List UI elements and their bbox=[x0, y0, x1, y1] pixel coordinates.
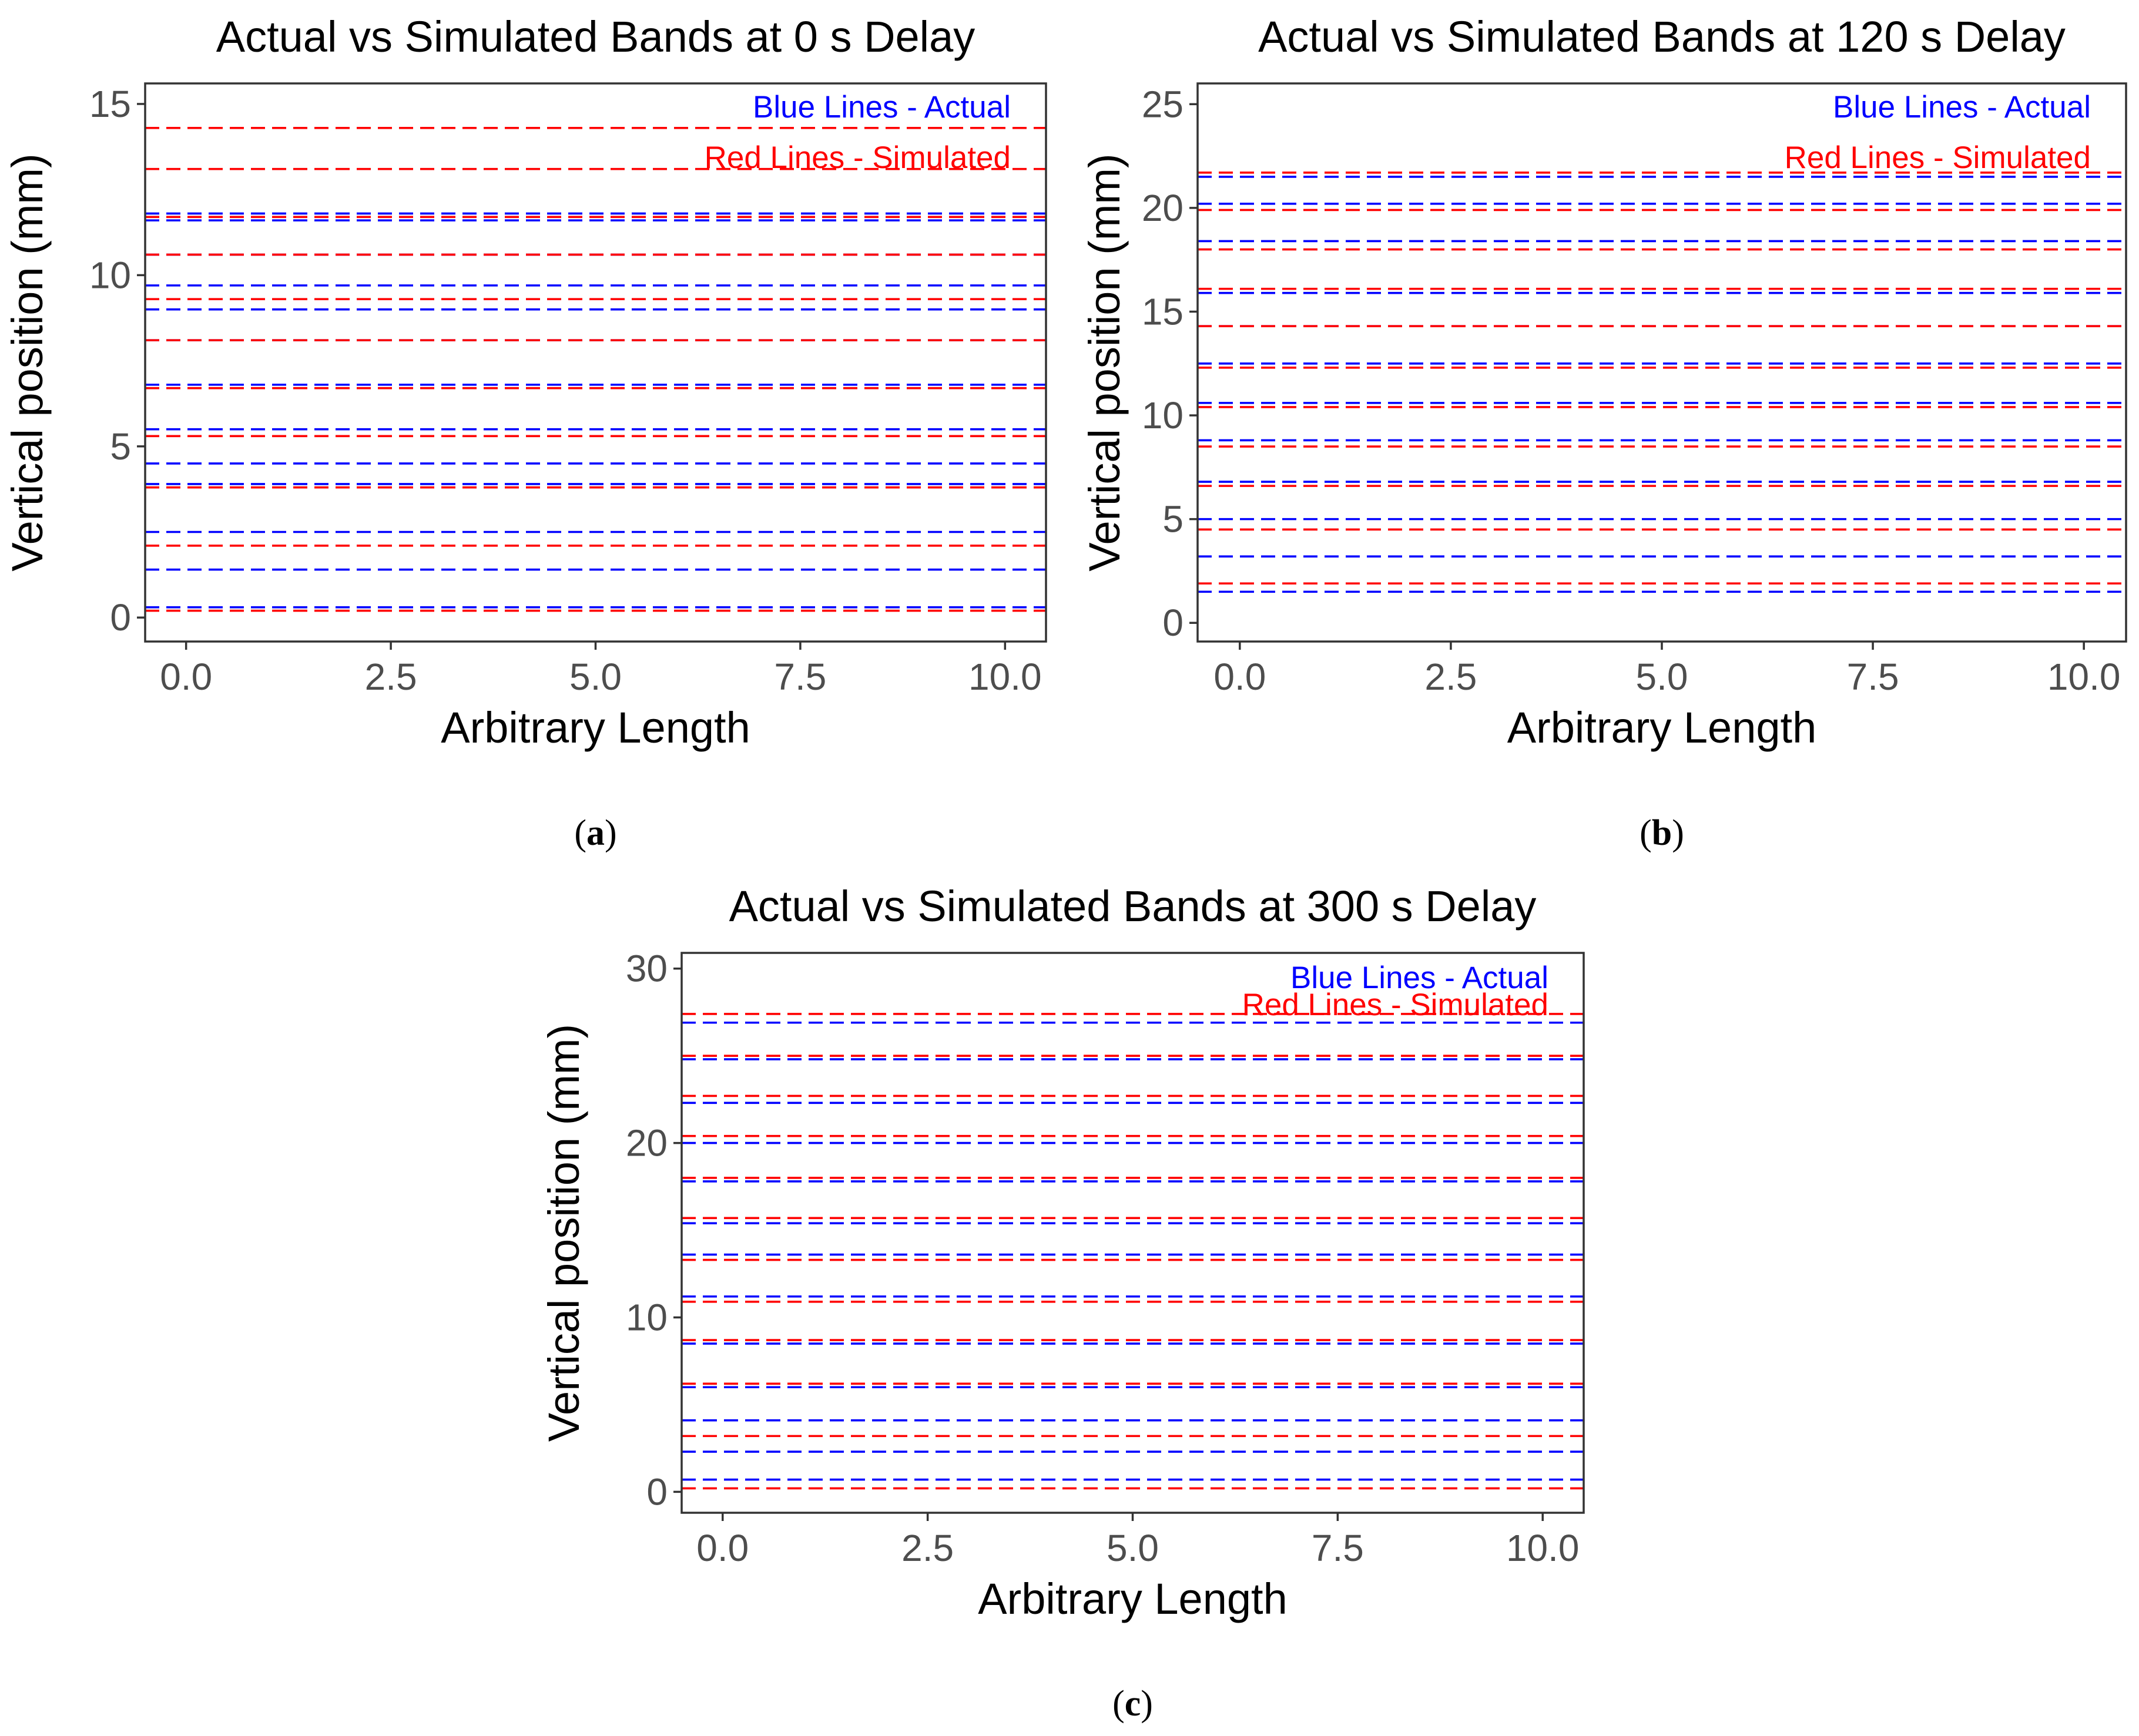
x-tick-label: 0.0 bbox=[160, 656, 212, 698]
panel-letter: a bbox=[586, 813, 605, 853]
simulated-legend-text: Red Lines - Simulated bbox=[1785, 140, 2091, 175]
x-tick-label: 10.0 bbox=[2047, 656, 2121, 698]
simulated-legend-text: Red Lines - Simulated bbox=[1242, 988, 1548, 1022]
y-axis-label: Vertical position (mm) bbox=[1080, 153, 1129, 571]
y-tick-label: 10 bbox=[626, 1296, 668, 1338]
simulated-legend-text: Red Lines - Simulated bbox=[705, 140, 1011, 175]
x-tick-label: 5.0 bbox=[1636, 656, 1688, 698]
y-tick-label: 20 bbox=[1142, 187, 1184, 229]
actual-legend-text: Blue Lines - Actual bbox=[1290, 961, 1548, 995]
y-tick-label: 0 bbox=[1162, 602, 1184, 644]
x-tick-label: 0.0 bbox=[1213, 656, 1266, 698]
panel-caption: (a) bbox=[574, 813, 616, 853]
plot-area bbox=[680, 952, 1585, 1514]
x-tick-label: 5.0 bbox=[569, 656, 622, 698]
y-tick-label: 15 bbox=[1142, 290, 1184, 333]
x-axis-label: Arbitrary Length bbox=[1507, 703, 1817, 752]
x-tick-label: 0.0 bbox=[696, 1527, 749, 1569]
y-tick-label: 10 bbox=[89, 254, 131, 296]
x-tick-label: 10.0 bbox=[1506, 1527, 1580, 1569]
actual-legend-text: Blue Lines - Actual bbox=[1833, 90, 2091, 125]
x-tick-label: 7.5 bbox=[1312, 1527, 1364, 1569]
band-lines bbox=[1198, 172, 2126, 593]
chart-panel-c: Actual vs Simulated Bands at 300 s Delay… bbox=[539, 882, 1585, 1724]
panel-caption: (b) bbox=[1640, 813, 1684, 853]
x-tick-label: 2.5 bbox=[365, 656, 417, 698]
x-tick-label: 2.5 bbox=[901, 1527, 954, 1569]
y-axis-label: Vertical position (mm) bbox=[539, 1024, 588, 1442]
chart-title: Actual vs Simulated Bands at 120 s Delay bbox=[1258, 12, 2066, 61]
band-lines bbox=[145, 126, 1046, 612]
chart-title: Actual vs Simulated Bands at 0 s Delay bbox=[216, 12, 975, 61]
x-tick-label: 5.0 bbox=[1107, 1527, 1159, 1569]
y-axis-label: Vertical position (mm) bbox=[3, 153, 52, 571]
y-tick-label: 0 bbox=[646, 1470, 668, 1513]
y-tick-label: 5 bbox=[110, 425, 131, 468]
x-tick-label: 10.0 bbox=[968, 656, 1042, 698]
chart-title: Actual vs Simulated Bands at 300 s Delay bbox=[729, 882, 1537, 931]
x-tick-label: 7.5 bbox=[774, 656, 826, 698]
y-tick-label: 30 bbox=[626, 948, 668, 990]
y-tick-label: 5 bbox=[1162, 498, 1184, 540]
y-tick-label: 20 bbox=[626, 1122, 668, 1164]
x-tick-label: 7.5 bbox=[1847, 656, 1899, 698]
panel-letter: b bbox=[1652, 813, 1672, 853]
panel-letter: c bbox=[1125, 1684, 1141, 1724]
chart-panel-a: Actual vs Simulated Bands at 0 s Delay 0.… bbox=[3, 12, 1047, 853]
x-tick-label: 2.5 bbox=[1424, 656, 1477, 698]
band-lines bbox=[682, 1013, 1584, 1490]
y-tick-label: 10 bbox=[1142, 394, 1184, 436]
x-axis-label: Arbitrary Length bbox=[441, 703, 750, 752]
y-tick-label: 0 bbox=[110, 596, 131, 639]
chart-panel-b: Actual vs Simulated Bands at 120 s Delay… bbox=[1080, 12, 2127, 853]
panel-caption: (c) bbox=[1112, 1684, 1153, 1724]
x-axis-label: Arbitrary Length bbox=[978, 1574, 1288, 1623]
y-tick-label: 25 bbox=[1142, 83, 1184, 125]
actual-legend-text: Blue Lines - Actual bbox=[753, 90, 1011, 125]
y-tick-label: 15 bbox=[89, 83, 131, 125]
